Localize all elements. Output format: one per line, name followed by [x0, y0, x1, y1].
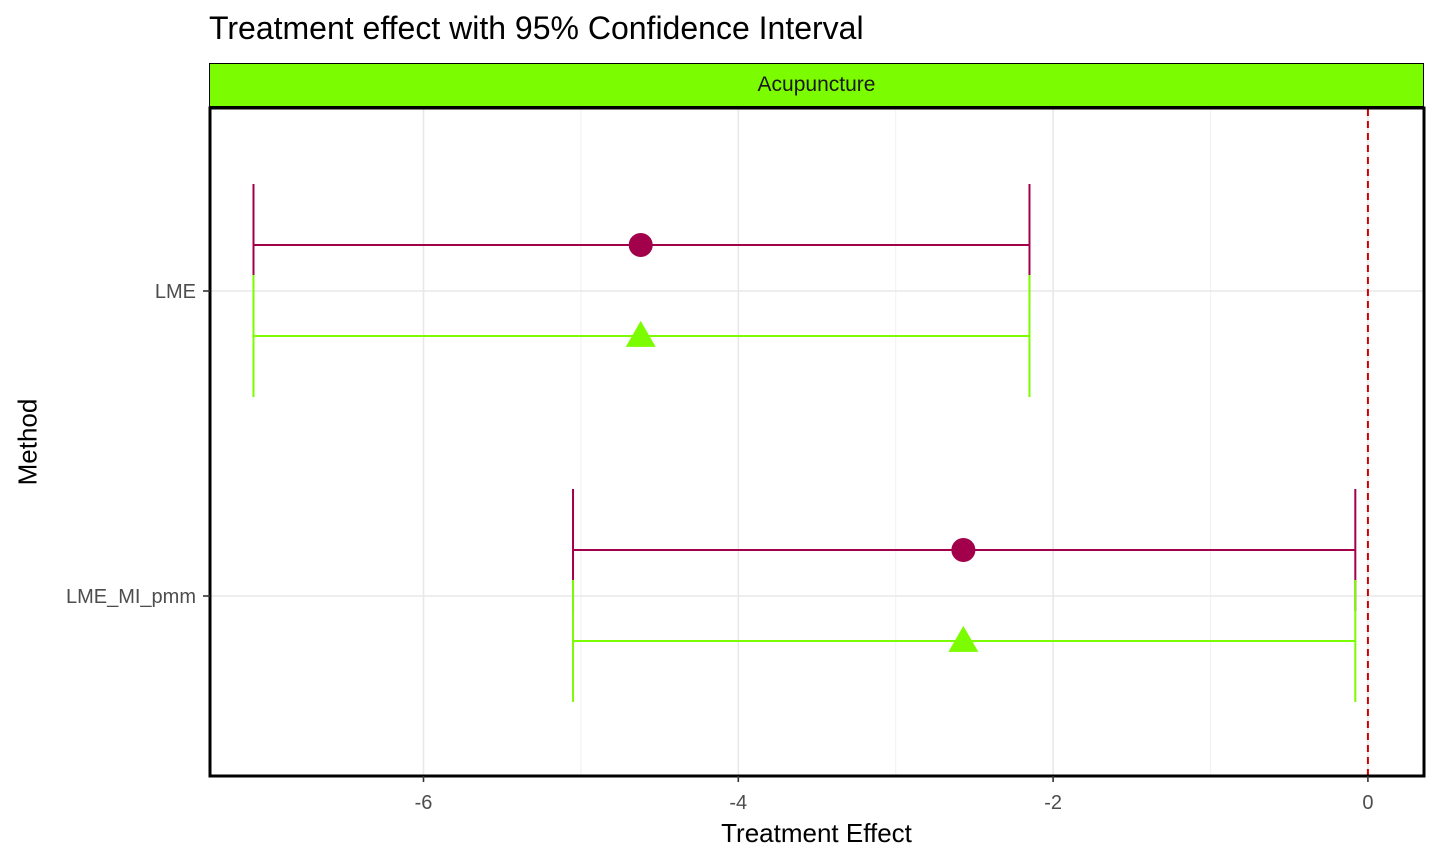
estimate-point-triangle	[625, 320, 656, 347]
estimate-point-circle	[951, 538, 976, 562]
y-axis-label: Method	[12, 398, 43, 486]
panel-border	[208, 106, 1426, 778]
x-tick-label: 0	[1362, 792, 1373, 814]
y-tick-label: LME_MI_pmm	[66, 586, 196, 608]
estimate-point-triangle	[948, 625, 979, 652]
x-tick-label: -2	[1044, 792, 1062, 814]
chart-title: Treatment effect with 95% Confidence Int…	[209, 10, 864, 46]
facet-strip: Acupuncture	[209, 63, 1424, 107]
x-axis-label: Treatment Effect	[721, 818, 912, 848]
facet-label: Acupuncture	[757, 73, 876, 96]
y-tick-label: LME	[155, 281, 196, 303]
x-tick-label: -6	[415, 792, 433, 814]
x-tick-label: -4	[729, 792, 747, 814]
estimate-point-circle	[628, 233, 653, 257]
